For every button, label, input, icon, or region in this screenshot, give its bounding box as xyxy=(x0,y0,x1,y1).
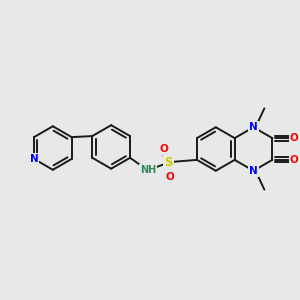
Text: S: S xyxy=(164,156,172,170)
Text: O: O xyxy=(290,133,298,143)
Text: N: N xyxy=(249,122,258,132)
Text: O: O xyxy=(166,172,175,182)
Text: N: N xyxy=(249,166,258,176)
Text: O: O xyxy=(160,144,169,154)
Text: O: O xyxy=(290,155,298,165)
Text: NH: NH xyxy=(140,165,156,175)
Text: N: N xyxy=(30,154,38,164)
